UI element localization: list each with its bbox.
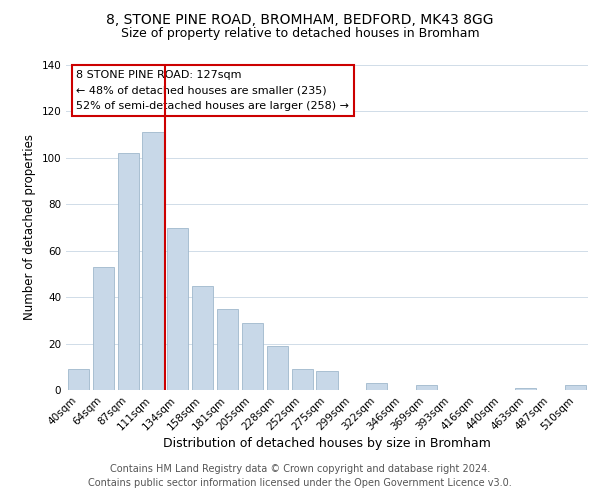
Bar: [416, 386, 437, 390]
Text: 8, STONE PINE ROAD, BROMHAM, BEDFORD, MK43 8GG: 8, STONE PINE ROAD, BROMHAM, BEDFORD, MK…: [106, 12, 494, 26]
Bar: [118, 153, 139, 390]
Bar: [217, 309, 238, 390]
Y-axis label: Number of detached properties: Number of detached properties: [23, 134, 36, 320]
Bar: [267, 346, 288, 390]
Bar: [167, 228, 188, 390]
X-axis label: Distribution of detached houses by size in Bromham: Distribution of detached houses by size …: [163, 438, 491, 450]
Text: 8 STONE PINE ROAD: 127sqm
← 48% of detached houses are smaller (235)
52% of semi: 8 STONE PINE ROAD: 127sqm ← 48% of detac…: [76, 70, 349, 111]
Bar: [565, 386, 586, 390]
Bar: [316, 372, 338, 390]
Bar: [192, 286, 213, 390]
Bar: [515, 388, 536, 390]
Bar: [366, 383, 387, 390]
Bar: [242, 322, 263, 390]
Bar: [142, 132, 164, 390]
Bar: [68, 369, 89, 390]
Bar: [292, 369, 313, 390]
Bar: [93, 267, 114, 390]
Text: Contains HM Land Registry data © Crown copyright and database right 2024.
Contai: Contains HM Land Registry data © Crown c…: [88, 464, 512, 487]
Text: Size of property relative to detached houses in Bromham: Size of property relative to detached ho…: [121, 28, 479, 40]
